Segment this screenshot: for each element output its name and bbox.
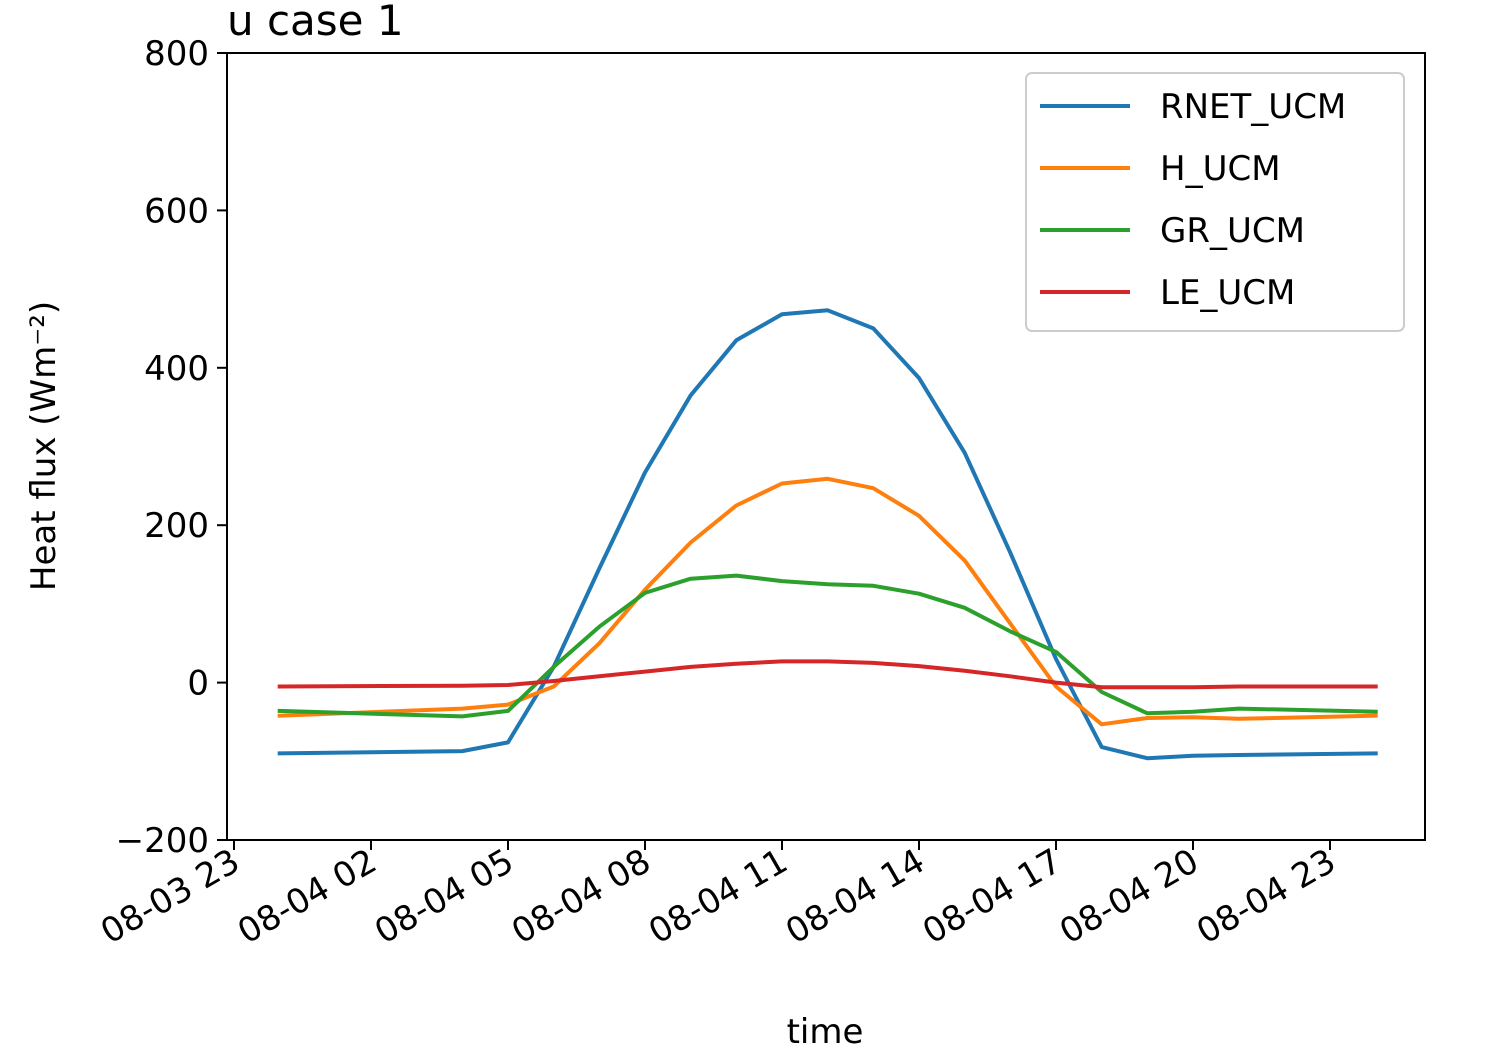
legend: RNET_UCM H_UCM GR_UCM LE_UCM: [1025, 72, 1405, 332]
legend-label: H_UCM: [1160, 149, 1281, 189]
y-tick-label: 800: [144, 34, 209, 74]
y-axis-label: Heat flux (Wm⁻²): [24, 301, 64, 591]
y-tick-label: 400: [144, 349, 209, 389]
legend-box: [1025, 72, 1405, 332]
series-line-gr-ucm: [277, 573, 1378, 719]
series-lines: [277, 308, 1378, 761]
y-tick-label: 0: [187, 664, 209, 704]
legend-label: LE_UCM: [1160, 273, 1295, 313]
y-tick-label: 600: [144, 191, 209, 231]
series-line-rnet-ucm: [277, 308, 1378, 761]
y-tick-label: −200: [116, 821, 209, 861]
y-tick-label: 200: [144, 506, 209, 546]
plot-frame: [226, 52, 1426, 841]
x-axis-label: time: [787, 1012, 864, 1050]
legend-label: GR_UCM: [1160, 211, 1305, 251]
legend-label: RNET_UCM: [1160, 87, 1346, 127]
y-axis-ticks: −200 0 200 400 600 800: [116, 34, 227, 861]
chart-title: u case 1: [227, 0, 404, 45]
series-line-le-ucm: [277, 659, 1378, 690]
